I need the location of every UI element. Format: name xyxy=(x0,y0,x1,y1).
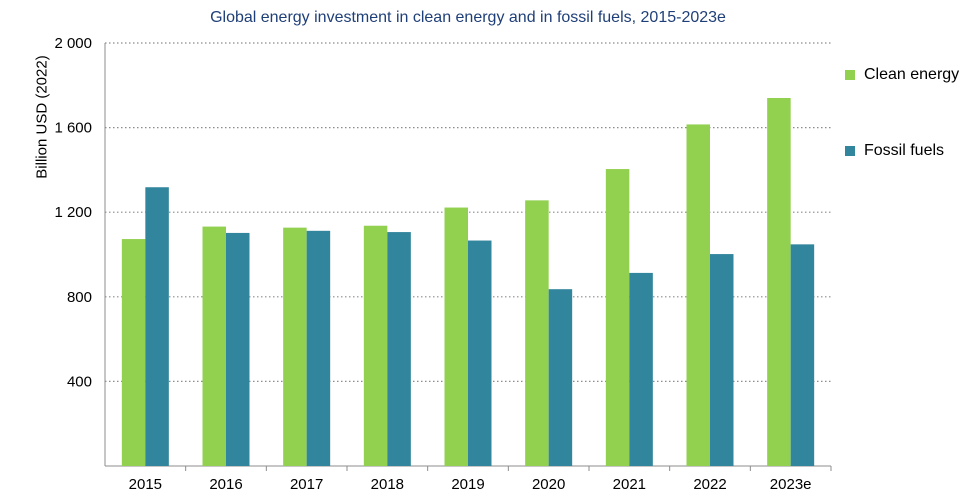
bar-fossil-fuels-2021 xyxy=(629,272,653,466)
bar-fossil-fuels-2018 xyxy=(387,232,411,466)
bar-clean-energy-2015 xyxy=(121,239,146,466)
legend-swatch-fossil-fuels xyxy=(845,146,855,156)
x-tick-label: 2016 xyxy=(209,476,242,493)
y-tick-label: 1 600 xyxy=(54,120,92,137)
bar-fossil-fuels-2015 xyxy=(145,187,169,467)
bar-clean-energy-2023e xyxy=(767,97,791,467)
bar-fossil-fuels-2017 xyxy=(306,230,331,466)
bar-clean-energy-2022 xyxy=(686,124,710,467)
y-tick-label: 1 200 xyxy=(54,204,92,221)
bar-fossil-fuels-2016 xyxy=(226,232,250,466)
bar-fossil-fuels-2022 xyxy=(710,254,734,466)
legend-item-clean-energy: Clean energy xyxy=(845,66,959,84)
legend-swatch-clean-energy xyxy=(845,70,855,80)
y-tick-label: 800 xyxy=(67,289,92,306)
x-tick-label: 2020 xyxy=(532,476,565,493)
x-tick-label: 2019 xyxy=(451,476,484,493)
bar-clean-energy-2020 xyxy=(525,200,549,466)
x-tick-label: 2022 xyxy=(693,476,726,493)
chart-title: Global energy investment in clean energy… xyxy=(210,9,726,26)
bar-clean-energy-2016 xyxy=(202,226,226,466)
x-tick-label: 2018 xyxy=(371,476,404,493)
x-tick-label: 2015 xyxy=(129,476,162,493)
bar-clean-energy-2018 xyxy=(363,225,388,466)
legend-item-fossil-fuels: Fossil fuels xyxy=(845,142,944,160)
bar-clean-energy-2019 xyxy=(444,207,468,466)
bar-fossil-fuels-2019 xyxy=(468,240,492,466)
legend-label-clean-energy: Clean energy xyxy=(864,66,960,83)
x-tick-label: 2017 xyxy=(290,476,323,493)
bar-fossil-fuels-2020 xyxy=(548,289,573,466)
y-tick-label: 2 000 xyxy=(54,35,92,52)
bar-clean-energy-2017 xyxy=(283,227,307,466)
x-tick-label: 2021 xyxy=(613,476,646,493)
bar-fossil-fuels-2023e xyxy=(790,244,815,466)
x-tick-label: 2023e xyxy=(770,476,812,493)
y-tick-label: 400 xyxy=(67,373,92,390)
bar-clean-energy-2021 xyxy=(605,169,630,466)
legend-label-fossil-fuels: Fossil fuels xyxy=(864,142,945,159)
